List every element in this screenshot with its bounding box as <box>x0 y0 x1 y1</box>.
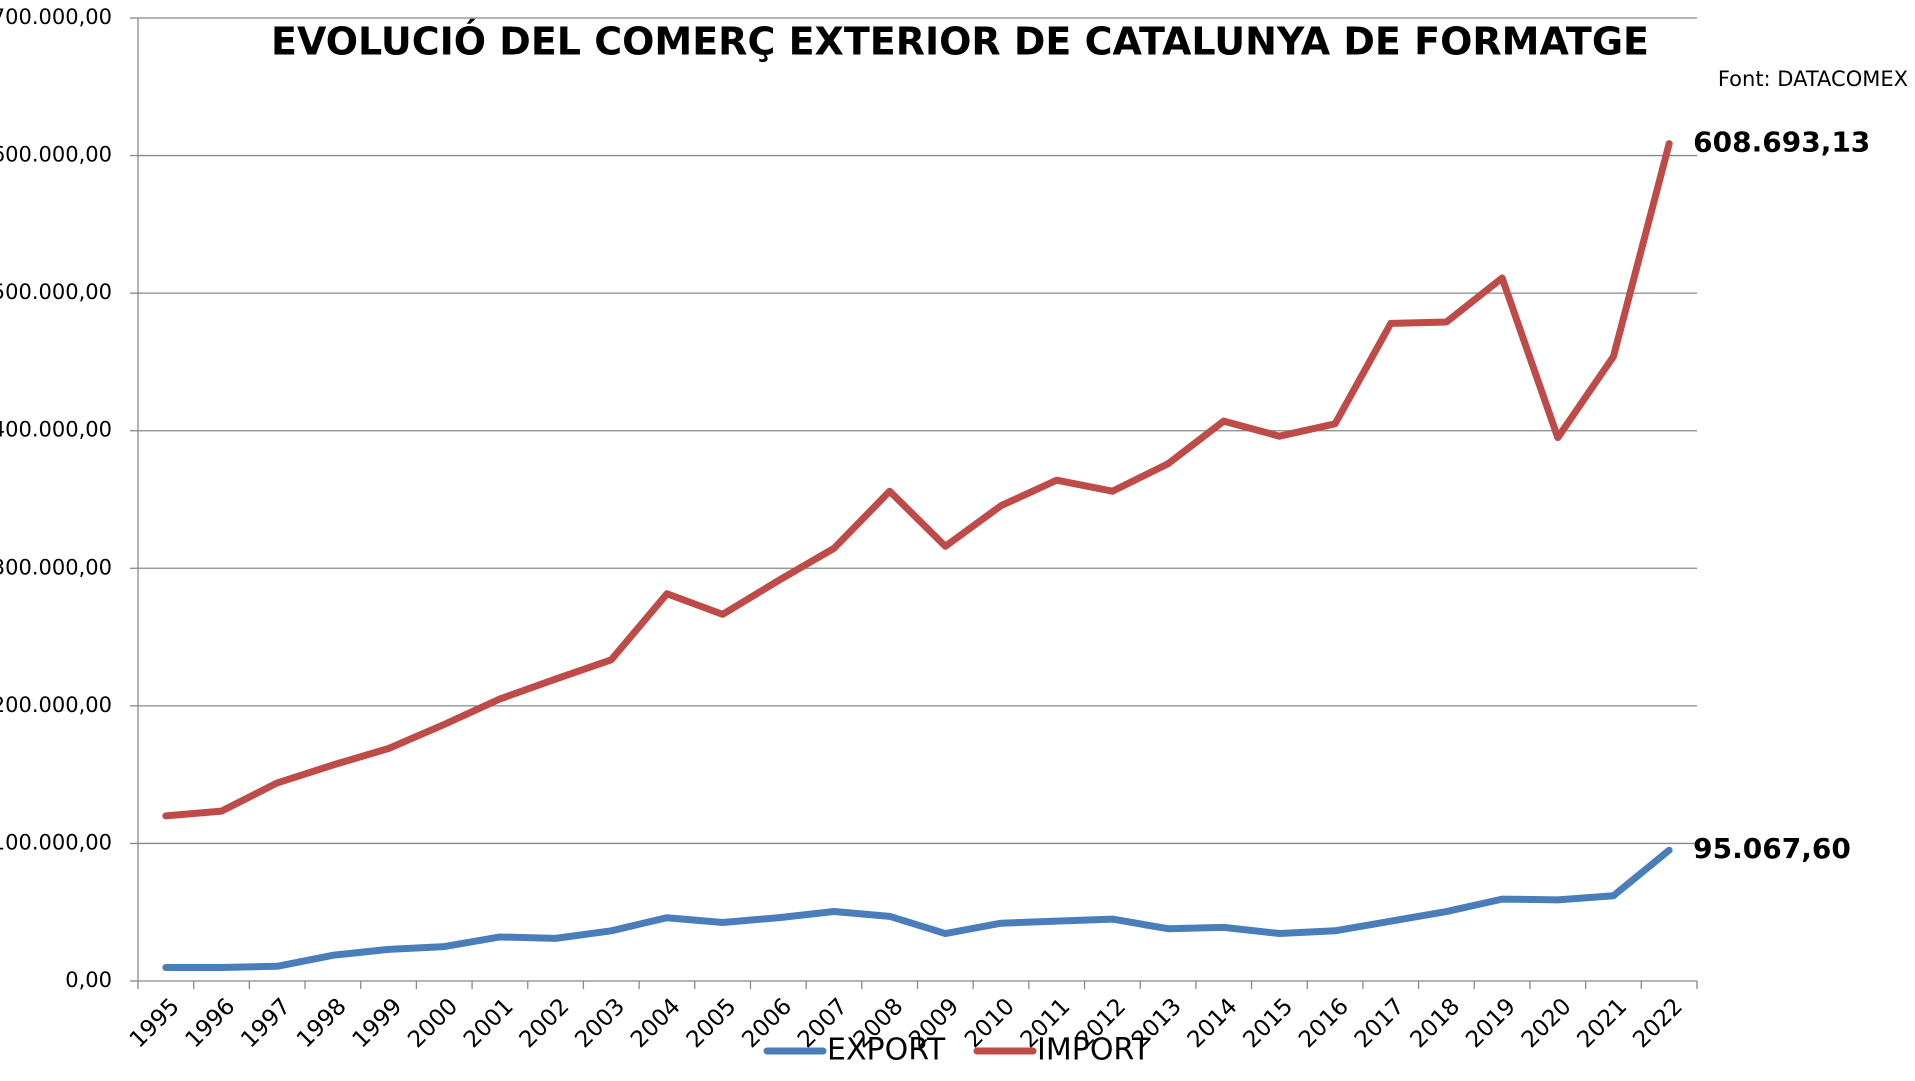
x-tick-label: 1999 <box>348 993 408 1053</box>
y-tick-label: 300.000,00 <box>0 555 112 579</box>
x-tick-label: 2002 <box>515 993 575 1053</box>
legend-label: IMPORT <box>1037 1033 1151 1068</box>
y-tick-label: 700.000,00 <box>0 5 112 29</box>
x-tick-label: 2022 <box>1628 993 1688 1053</box>
x-tick-label: 1995 <box>125 993 185 1053</box>
x-tick-label: 1997 <box>236 993 296 1053</box>
chart-title: EVOLUCIÓ DEL COMERÇ EXTERIOR DE CATALUNY… <box>271 20 1649 64</box>
data-label: 95.067,60 <box>1693 832 1851 865</box>
data-line <box>162 846 1673 972</box>
y-tick-label: 0,00 <box>65 968 112 992</box>
source-note: Font: DATACOMEX <box>1718 67 1908 91</box>
x-tick-label: 2005 <box>682 993 742 1053</box>
x-tick-label: 2017 <box>1350 993 1410 1053</box>
x-tick-label: 2003 <box>570 993 630 1053</box>
x-tick-label: 2000 <box>403 993 463 1053</box>
x-tick-label: 2020 <box>1517 993 1577 1053</box>
y-tick-label: 100.000,00 <box>0 830 112 854</box>
x-tick-label: 2021 <box>1573 993 1633 1053</box>
data-label: 608.693,13 <box>1693 126 1870 159</box>
x-tick-label: 2019 <box>1461 993 1521 1053</box>
data-line <box>162 140 1673 820</box>
x-tick-label: 2015 <box>1238 993 1298 1053</box>
y-tick-label: 600.000,00 <box>0 143 112 167</box>
x-tick-label: 2018 <box>1406 993 1466 1053</box>
x-tick-label: 2006 <box>737 993 797 1053</box>
legend-label: EXPORT <box>827 1033 946 1068</box>
x-tick-label: 2004 <box>626 993 686 1053</box>
x-tick-label: 1996 <box>181 993 241 1053</box>
y-tick-label: 500.000,00 <box>0 280 112 304</box>
y-tick-label: 400.000,00 <box>0 418 112 442</box>
x-tick-label: 2001 <box>459 993 519 1053</box>
x-tick-label: 1998 <box>292 993 352 1053</box>
x-tick-label: 2014 <box>1183 993 1243 1053</box>
x-tick-label: 2010 <box>960 993 1020 1053</box>
x-tick-label: 2016 <box>1294 993 1354 1053</box>
y-tick-label: 200.000,00 <box>0 693 112 717</box>
